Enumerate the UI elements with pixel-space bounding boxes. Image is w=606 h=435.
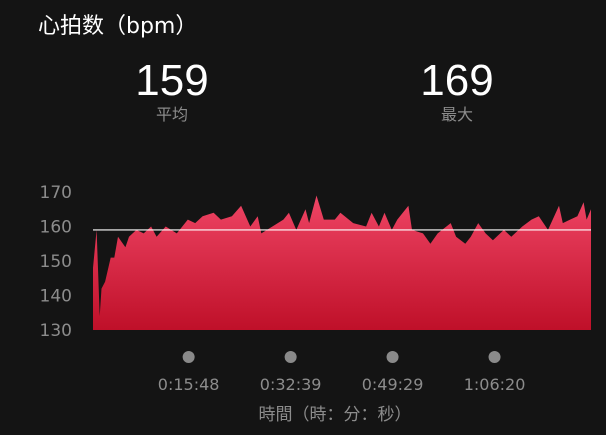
heart-rate-area [93, 195, 591, 330]
max-value: 169 [420, 56, 494, 105]
x-axis-label: 時間（時：分：秒） [259, 405, 412, 425]
y-tick-label: 170 [40, 183, 72, 203]
chart-title: 心拍数（bpm） [38, 14, 198, 39]
x-tick-dot [182, 351, 195, 363]
y-tick-label: 140 [40, 287, 72, 307]
x-tick-dot [284, 351, 297, 363]
x-tick-label: 0:15:48 [158, 375, 220, 394]
x-tick-label: 0:32:39 [260, 375, 322, 394]
x-tick-label: 0:49:29 [362, 375, 424, 394]
x-tick-dot [386, 351, 399, 363]
y-tick-label: 150 [40, 252, 72, 272]
max-stat: 169 最大 [377, 56, 537, 124]
x-tick-dot [488, 351, 501, 363]
average-stat: 159 平均 [92, 56, 252, 124]
average-value: 159 [135, 56, 209, 105]
x-tick-label: 1:06:20 [464, 375, 526, 394]
average-label: 平均 [155, 105, 188, 124]
max-label: 最大 [440, 105, 473, 124]
y-tick-label: 160 [40, 218, 72, 238]
y-tick-label: 130 [40, 321, 72, 341]
